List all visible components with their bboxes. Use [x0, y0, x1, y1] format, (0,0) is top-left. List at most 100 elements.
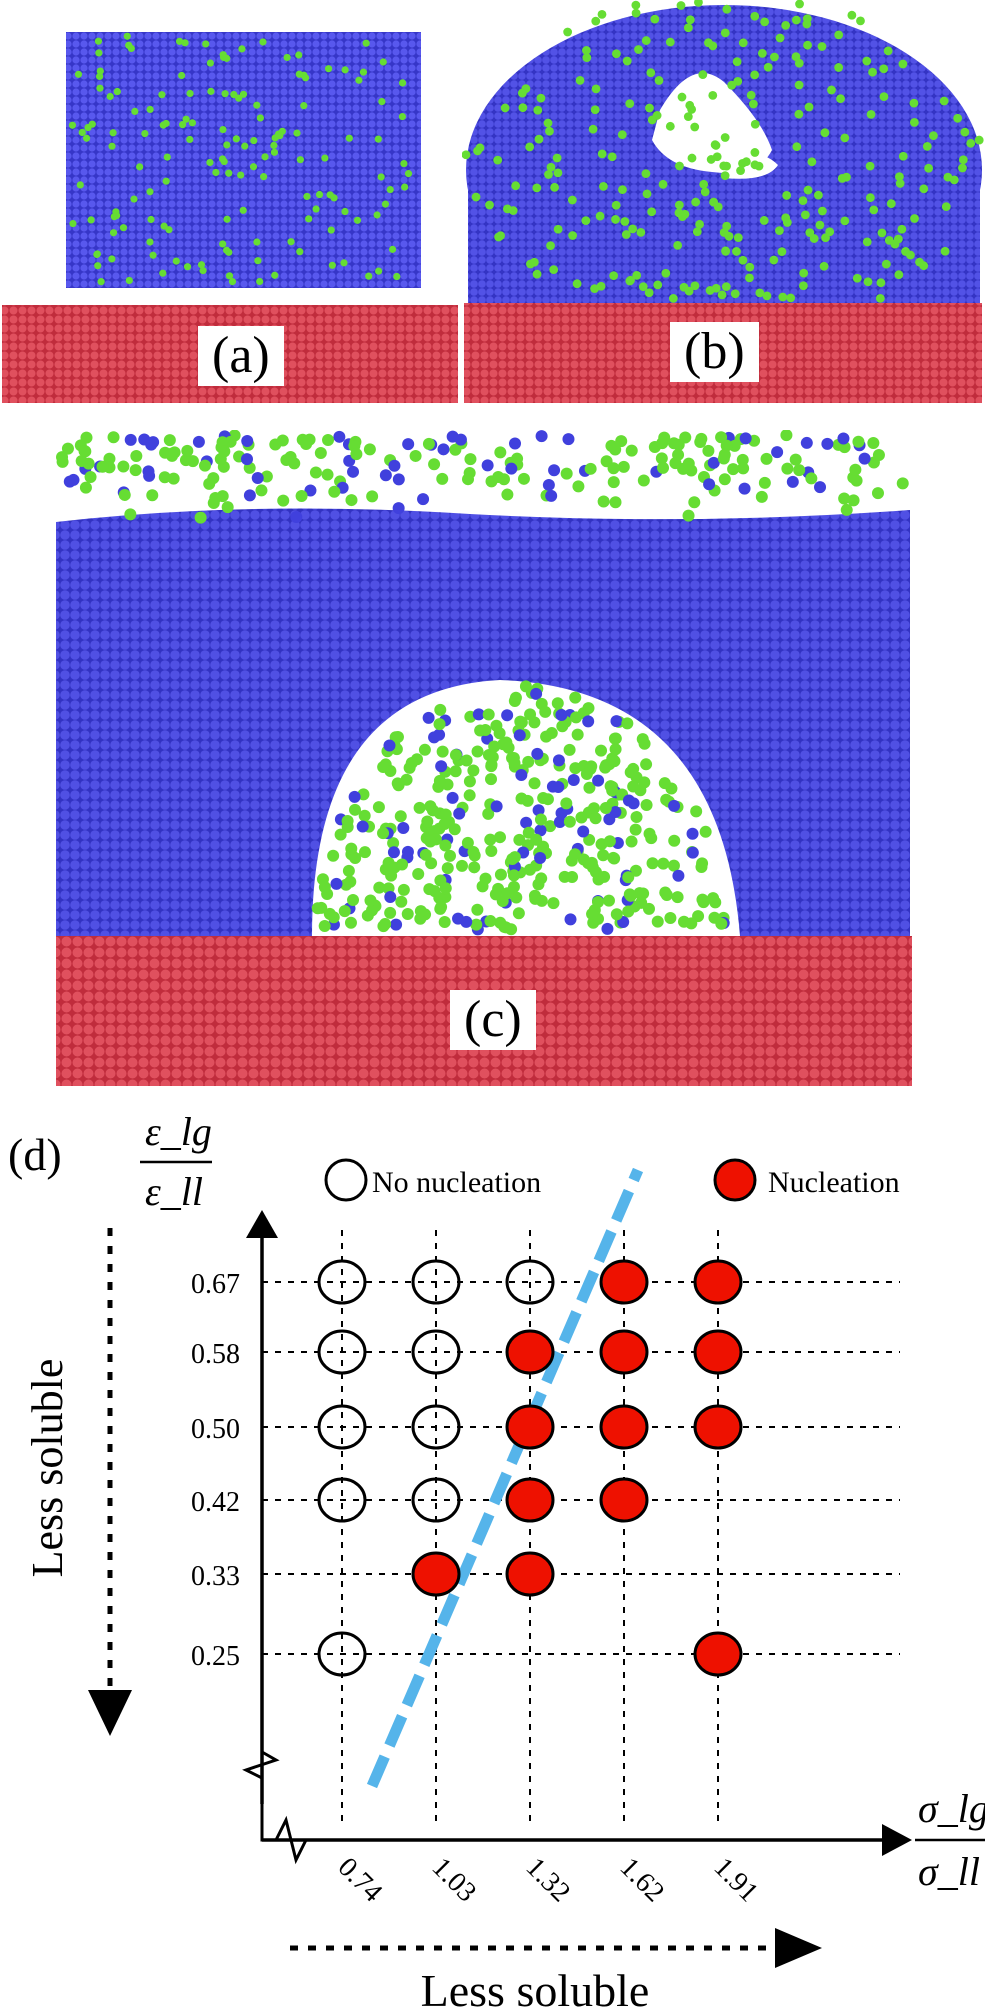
gas-particle — [745, 273, 754, 283]
gas-particle — [131, 107, 139, 116]
gas-particle — [953, 113, 963, 123]
gas-particle — [277, 494, 290, 507]
gas-particle — [625, 835, 638, 848]
point-no-nucleation — [317, 1404, 367, 1450]
gas-particle — [837, 173, 847, 183]
gas-particle — [637, 474, 650, 487]
gas-particle — [327, 226, 335, 234]
gas-particle — [488, 740, 501, 753]
gas-particle — [518, 103, 528, 113]
gas-particle — [379, 58, 387, 66]
gas-particle — [206, 59, 214, 67]
gas-particle — [622, 905, 635, 918]
gas-particle — [789, 453, 802, 466]
gas-particle — [667, 859, 680, 872]
gas-particle — [632, 270, 642, 280]
gas-particle — [296, 156, 304, 164]
gas-particle — [228, 278, 237, 286]
left-arrow-label: Less soluble — [23, 1359, 72, 1578]
gas-particle — [840, 133, 850, 143]
gas-particle — [800, 436, 813, 449]
gas-particle — [109, 229, 118, 237]
gas-particle — [530, 833, 543, 846]
gas-particle — [484, 915, 497, 928]
gas-particle — [635, 896, 648, 909]
gas-particle — [607, 462, 620, 475]
gas-particle — [362, 39, 370, 47]
gas-particle — [511, 181, 521, 191]
gas-particle — [703, 478, 716, 491]
gas-particle — [553, 224, 563, 234]
gas-particle — [199, 267, 207, 275]
gas-particle — [326, 191, 334, 199]
gas-particle — [494, 446, 507, 459]
gas-particle — [847, 494, 860, 507]
gas-particle — [719, 161, 729, 171]
gas-particle — [636, 733, 649, 746]
gas-particle — [212, 168, 220, 177]
gas-particle — [256, 114, 264, 122]
gas-particle — [721, 246, 730, 256]
gas-particle — [799, 281, 808, 291]
gas-particle — [686, 827, 699, 840]
gas-particle — [595, 744, 608, 757]
gas-particle — [237, 171, 245, 179]
gas-particle — [671, 891, 684, 904]
gas-particle — [350, 448, 363, 461]
gas-particle — [87, 216, 95, 224]
gas-particle — [444, 849, 457, 862]
gas-particle — [924, 163, 934, 173]
gas-particle — [641, 36, 651, 45]
gas-particle — [687, 105, 697, 114]
gas-particle — [365, 272, 373, 280]
gas-particle — [769, 255, 779, 265]
gas-particle — [840, 503, 853, 516]
gas-particle — [392, 473, 405, 486]
gas-particle — [84, 123, 92, 132]
gas-particle — [138, 433, 151, 446]
gas-particle — [894, 270, 904, 280]
gas-particle — [479, 723, 492, 736]
gas-particle — [520, 816, 533, 829]
gas-particle — [715, 431, 728, 444]
gas-particle — [581, 216, 591, 226]
gas-particle — [939, 96, 949, 106]
point-nucleation — [693, 1404, 743, 1450]
gas-particle — [338, 905, 351, 918]
gas-particle — [103, 452, 116, 465]
gas-particle — [386, 185, 394, 194]
gas-particle — [373, 881, 386, 894]
gas-particle — [460, 754, 473, 767]
gas-particle — [534, 851, 547, 864]
gas-particle — [694, 436, 707, 449]
gas-particle — [428, 731, 441, 744]
gas-particle — [534, 813, 547, 826]
gas-particle — [582, 715, 595, 728]
gas-particle — [883, 46, 893, 56]
gas-particle — [563, 27, 573, 37]
gas-particle — [108, 142, 116, 150]
gas-particle — [549, 265, 559, 275]
gas-particle — [898, 59, 908, 69]
gas-particle — [591, 16, 601, 26]
gas-particle — [163, 434, 176, 447]
gas-particle — [792, 142, 802, 152]
gas-particle — [438, 818, 451, 831]
gas-particle — [172, 257, 180, 265]
gas-particle — [304, 484, 317, 497]
gas-particle — [449, 765, 462, 778]
gas-particle — [698, 70, 708, 79]
gas-particle — [922, 141, 932, 151]
panel-a: (a) — [0, 0, 460, 405]
gas-particle — [552, 754, 565, 767]
gas-particle — [562, 433, 575, 446]
gas-particle — [607, 152, 617, 162]
gas-particle — [637, 887, 650, 900]
gas-particle — [651, 915, 664, 928]
gas-particle — [817, 206, 827, 216]
nucleation-boundary-line — [366, 1167, 644, 1789]
gas-particle — [377, 760, 390, 773]
y-axis-label-numerator: ε_lg — [145, 1109, 212, 1154]
gas-particle — [318, 920, 331, 933]
gas-particle — [259, 38, 267, 46]
